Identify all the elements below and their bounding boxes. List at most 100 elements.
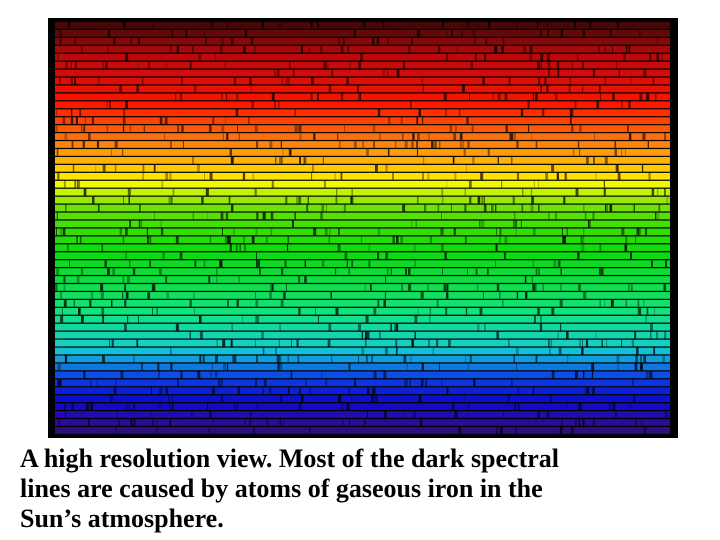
absorption-line bbox=[563, 196, 566, 204]
absorption-line bbox=[243, 236, 245, 244]
absorption-line bbox=[211, 363, 213, 371]
absorption-line bbox=[509, 133, 513, 140]
absorption-line bbox=[61, 307, 63, 315]
absorption-line bbox=[535, 419, 537, 426]
absorption-line bbox=[496, 427, 499, 434]
absorption-line bbox=[436, 299, 439, 307]
absorption-line bbox=[175, 323, 179, 331]
absorption-line bbox=[423, 157, 425, 164]
absorption-line bbox=[599, 244, 602, 252]
absorption-line bbox=[642, 93, 643, 101]
absorption-line bbox=[420, 292, 424, 299]
absorption-line bbox=[366, 355, 368, 363]
absorption-line bbox=[531, 276, 533, 283]
absorption-line bbox=[287, 355, 289, 363]
spectrum-row bbox=[55, 141, 670, 148]
absorption-line bbox=[142, 172, 144, 180]
absorption-line bbox=[633, 204, 635, 212]
spectrum-row bbox=[55, 85, 670, 93]
absorption-line bbox=[205, 188, 209, 196]
absorption-line bbox=[402, 133, 404, 140]
absorption-line bbox=[547, 29, 550, 37]
absorption-line bbox=[395, 141, 397, 148]
absorption-line bbox=[428, 339, 430, 347]
absorption-line bbox=[90, 292, 94, 299]
absorption-line bbox=[574, 419, 577, 426]
absorption-line bbox=[197, 164, 201, 172]
absorption-line bbox=[265, 236, 268, 244]
absorption-line bbox=[583, 371, 585, 379]
spectrum-row bbox=[55, 228, 670, 236]
absorption-line bbox=[59, 37, 62, 45]
absorption-line bbox=[357, 93, 360, 101]
absorption-line bbox=[126, 53, 129, 61]
absorption-line bbox=[110, 299, 113, 307]
absorption-line bbox=[125, 53, 128, 61]
absorption-line bbox=[327, 339, 331, 347]
absorption-line bbox=[55, 284, 58, 291]
absorption-line bbox=[589, 22, 592, 29]
absorption-line bbox=[467, 363, 469, 371]
absorption-line bbox=[222, 228, 223, 236]
absorption-line bbox=[56, 212, 58, 220]
absorption-line bbox=[309, 45, 311, 53]
absorption-line bbox=[532, 260, 534, 268]
absorption-line bbox=[130, 37, 132, 45]
absorption-line bbox=[472, 157, 475, 164]
absorption-line bbox=[646, 307, 649, 315]
absorption-line bbox=[275, 347, 277, 355]
absorption-line bbox=[74, 77, 76, 85]
absorption-line bbox=[546, 411, 550, 418]
absorption-line bbox=[344, 252, 348, 260]
absorption-line bbox=[60, 292, 63, 299]
absorption-line bbox=[437, 204, 440, 212]
absorption-line bbox=[57, 379, 60, 387]
absorption-line bbox=[274, 101, 276, 109]
absorption-line bbox=[363, 22, 366, 29]
absorption-line bbox=[540, 53, 544, 61]
absorption-line bbox=[123, 323, 128, 331]
absorption-line bbox=[392, 236, 395, 244]
absorption-line bbox=[374, 395, 378, 403]
absorption-line bbox=[385, 164, 388, 172]
absorption-line bbox=[326, 204, 328, 212]
absorption-line bbox=[653, 347, 656, 355]
absorption-line bbox=[422, 117, 424, 125]
absorption-line bbox=[280, 363, 282, 371]
absorption-line bbox=[404, 411, 406, 418]
absorption-line bbox=[348, 387, 351, 395]
absorption-line bbox=[115, 379, 117, 387]
absorption-line bbox=[171, 395, 173, 403]
absorption-line bbox=[614, 149, 618, 156]
absorption-line bbox=[617, 363, 619, 371]
absorption-line bbox=[379, 331, 381, 339]
absorption-line bbox=[120, 371, 124, 379]
absorption-line bbox=[140, 220, 142, 228]
absorption-line bbox=[548, 339, 550, 347]
absorption-line bbox=[462, 85, 465, 93]
absorption-line bbox=[340, 93, 344, 101]
spectrum-row bbox=[55, 244, 670, 252]
spectrum-row bbox=[55, 101, 670, 109]
absorption-line bbox=[198, 53, 202, 61]
absorption-line bbox=[100, 292, 104, 299]
absorption-line bbox=[232, 355, 235, 363]
absorption-line bbox=[625, 45, 628, 53]
absorption-line bbox=[408, 284, 412, 291]
absorption-line bbox=[514, 220, 518, 228]
absorption-line bbox=[261, 387, 265, 395]
absorption-line bbox=[305, 379, 307, 387]
absorption-line bbox=[166, 292, 170, 299]
absorption-line bbox=[618, 69, 620, 77]
spectrum-row bbox=[55, 22, 670, 29]
absorption-line bbox=[325, 379, 327, 387]
absorption-line bbox=[643, 69, 645, 77]
absorption-line bbox=[185, 29, 188, 37]
absorption-line bbox=[666, 196, 668, 204]
absorption-line bbox=[138, 37, 140, 45]
absorption-line bbox=[237, 387, 240, 395]
absorption-line bbox=[76, 236, 78, 244]
absorption-line bbox=[340, 45, 344, 53]
absorption-line bbox=[566, 331, 569, 339]
absorption-line bbox=[377, 299, 380, 307]
